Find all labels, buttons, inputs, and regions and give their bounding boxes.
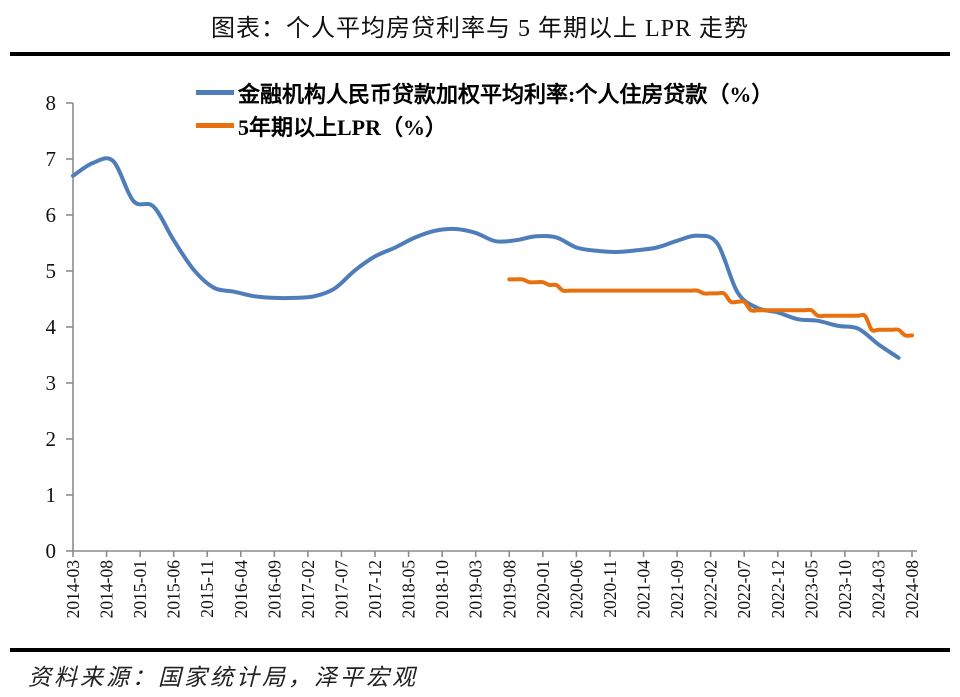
x-tick-label: 2016-04 bbox=[231, 560, 251, 619]
x-tick-label: 2021-09 bbox=[667, 560, 687, 619]
x-tick-label: 2014-08 bbox=[97, 560, 117, 619]
x-tick-label: 2024-08 bbox=[902, 560, 922, 619]
x-tick-label: 2022-12 bbox=[768, 560, 788, 618]
y-tick-label: 8 bbox=[46, 91, 57, 115]
legend-item-lpr: 5年期以上LPR（%） bbox=[196, 109, 773, 142]
x-tick-label: 2017-02 bbox=[298, 560, 318, 618]
x-tick-label: 2016-09 bbox=[264, 560, 284, 619]
y-tick-label: 3 bbox=[46, 371, 57, 395]
x-tick-label: 2020-01 bbox=[533, 560, 553, 618]
y-tick-label: 4 bbox=[46, 315, 57, 339]
legend-line-blue-icon bbox=[196, 90, 234, 95]
x-tick-label: 2022-02 bbox=[701, 560, 721, 618]
series-lpr-line bbox=[507, 277, 914, 338]
x-tick-label: 2017-12 bbox=[365, 560, 385, 618]
x-tick-label: 2024-03 bbox=[868, 560, 888, 619]
bottom-divider bbox=[10, 648, 950, 652]
y-tick-label: 2 bbox=[46, 427, 57, 451]
y-tick-label: 5 bbox=[46, 259, 57, 283]
legend-label-mortgage-rate: 金融机构人民币贷款加权平均利率:个人住房贷款（%） bbox=[238, 81, 774, 107]
legend-line-orange-icon bbox=[196, 123, 234, 128]
y-tick-label: 1 bbox=[46, 483, 57, 507]
chart-legend: 金融机构人民币贷款加权平均利率:个人住房贷款（%） 5年期以上LPR（%） bbox=[196, 76, 773, 142]
x-tick-label: 2018-05 bbox=[399, 560, 419, 619]
x-tick-label: 2021-04 bbox=[634, 560, 654, 619]
x-tick-label: 2019-03 bbox=[466, 560, 486, 619]
x-tick-label: 2020-06 bbox=[566, 560, 586, 619]
x-tick-label: 2015-06 bbox=[164, 560, 184, 619]
x-tick-label: 2023-10 bbox=[835, 560, 855, 619]
x-tick-label: 2019-08 bbox=[499, 560, 519, 619]
x-tick-label: 2022-07 bbox=[734, 560, 754, 619]
page-title: 图表：个人平均房贷利率与 5 年期以上 LPR 走势 bbox=[210, 16, 749, 42]
x-tick-label: 2017-07 bbox=[331, 560, 351, 619]
x-tick-label: 2023-05 bbox=[801, 560, 821, 619]
x-tick-label: 2018-10 bbox=[432, 560, 452, 619]
top-divider bbox=[10, 52, 950, 56]
x-tick-label: 2015-01 bbox=[130, 560, 150, 618]
y-tick-label: 7 bbox=[46, 147, 57, 171]
y-tick-label: 6 bbox=[46, 203, 57, 227]
source-note: 资料来源：国家统计局，泽平宏观 bbox=[28, 665, 418, 690]
series-mortgage-rate-line bbox=[71, 156, 901, 360]
x-tick-label: 2020-11 bbox=[600, 560, 620, 618]
x-tick-label: 2014-03 bbox=[63, 560, 83, 619]
legend-label-lpr: 5年期以上LPR（%） bbox=[238, 114, 448, 140]
legend-item-mortgage-rate: 金融机构人民币贷款加权平均利率:个人住房贷款（%） bbox=[196, 76, 773, 109]
y-tick-label: 0 bbox=[46, 539, 57, 563]
x-tick-label: 2015-11 bbox=[197, 560, 217, 618]
